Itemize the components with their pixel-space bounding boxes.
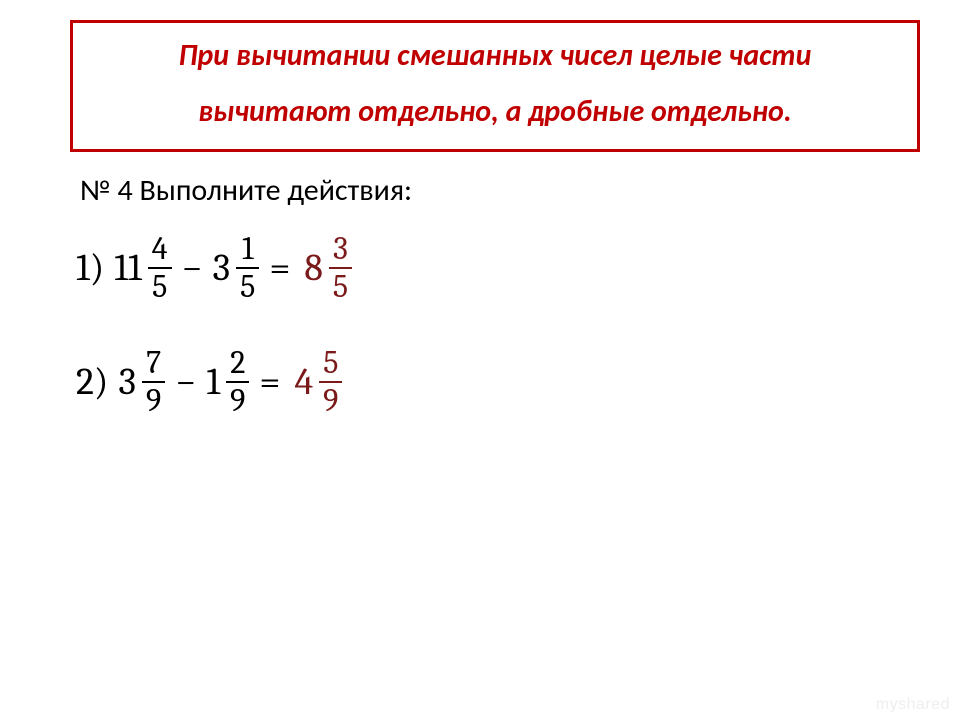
equation-row: 1) 11 4 5 − 3 1 5 = 8 <box>70 233 920 303</box>
whole-part: 3 <box>213 249 231 287</box>
task-title: № 4 Выполните действия: <box>80 172 920 209</box>
numerator: 1 <box>238 233 258 265</box>
whole-part: 8 <box>304 249 322 287</box>
denominator: 9 <box>226 385 249 417</box>
mixed-number: 3 1 5 <box>213 233 260 303</box>
problem-index: 2) <box>76 363 108 401</box>
numerator: 5 <box>319 347 342 379</box>
equations-block: 1) 11 4 5 − 3 1 5 = 8 <box>70 233 920 417</box>
rule-line-2: вычитают отдельно, а дробные отдельно. <box>93 91 897 133</box>
equation-row: 2) 3 7 9 − 1 2 9 = 4 <box>70 347 920 417</box>
whole-part: 11 <box>114 249 142 287</box>
denominator: 5 <box>148 271 171 303</box>
problem-index: 1) <box>76 249 104 287</box>
whole-part: 1 <box>206 363 220 401</box>
answer-mixed-number: 4 5 9 <box>294 347 342 417</box>
equals-sign: = <box>269 249 290 287</box>
operator-minus: − <box>175 363 196 401</box>
denominator: 9 <box>319 385 342 417</box>
whole-part: 3 <box>118 363 136 401</box>
denominator: 9 <box>142 385 165 417</box>
whole-part: 4 <box>294 363 313 401</box>
mixed-number: 1 2 9 <box>206 347 249 417</box>
watermark: myshared <box>876 696 950 714</box>
numerator: 2 <box>226 347 249 379</box>
fraction: 3 5 <box>329 233 352 303</box>
rule-box: При вычитании смешанных чисел целые част… <box>70 20 920 152</box>
fraction: 1 5 <box>236 233 259 303</box>
numerator: 3 <box>329 233 352 265</box>
numerator: 7 <box>142 347 165 379</box>
rule-line-1: При вычитании смешанных чисел целые част… <box>93 35 897 77</box>
answer-mixed-number: 8 3 5 <box>304 233 352 303</box>
fraction: 2 9 <box>226 347 249 417</box>
mixed-number: 3 7 9 <box>118 347 165 417</box>
numerator: 4 <box>148 233 172 265</box>
mixed-number: 11 4 5 <box>114 233 171 303</box>
operator-minus: − <box>182 249 203 287</box>
equals-sign: = <box>259 363 280 401</box>
denominator: 5 <box>236 271 259 303</box>
denominator: 5 <box>329 271 352 303</box>
slide: При вычитании смешанных чисел целые част… <box>0 0 960 720</box>
fraction: 4 5 <box>148 233 172 303</box>
fraction: 5 9 <box>319 347 342 417</box>
fraction: 7 9 <box>142 347 165 417</box>
